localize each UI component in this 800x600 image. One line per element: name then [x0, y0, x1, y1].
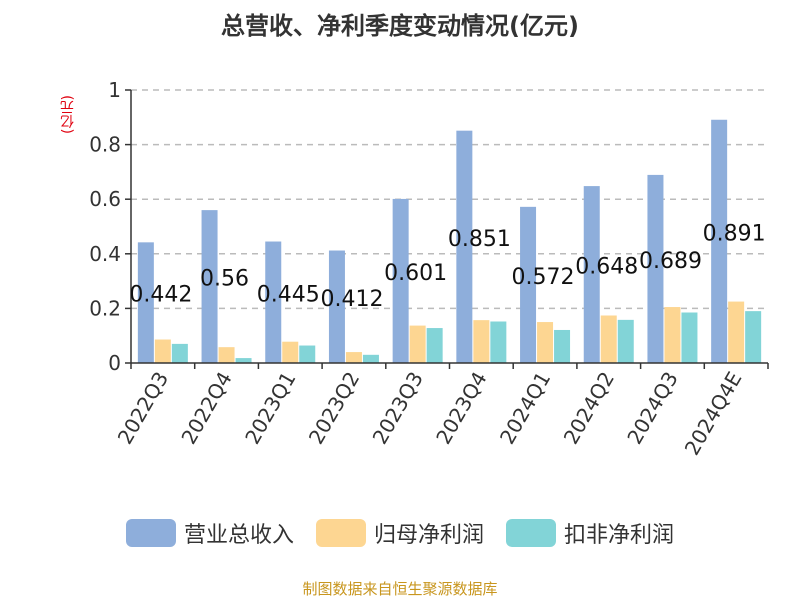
x-tick-label: 2023Q2: [304, 368, 364, 449]
bar-deducted-profit: [426, 328, 443, 363]
y-tick-label: 0: [108, 351, 121, 375]
bar-net-profit: [154, 339, 171, 363]
bar-deducted-profit: [617, 319, 634, 363]
bar-revenue: [456, 130, 473, 363]
bar-deducted-profit: [362, 354, 379, 363]
x-tick-label: 2024Q3: [622, 368, 682, 449]
legend: 营业总收入 归母净利润 扣非净利润: [0, 517, 800, 549]
bar-net-profit: [600, 315, 617, 363]
bar-revenue: [201, 210, 218, 363]
bar-net-profit: [345, 352, 362, 363]
data-label: 0.412: [320, 287, 383, 312]
bar-net-profit: [409, 325, 426, 363]
bar-revenue: [711, 119, 728, 363]
bars: [137, 119, 762, 363]
bar-deducted-profit: [490, 321, 507, 363]
source-note: 制图数据来自恒生聚源数据库: [302, 580, 498, 598]
bar-revenue: [137, 242, 154, 363]
x-tick-label: 2023Q1: [240, 368, 300, 449]
data-label: 0.445: [257, 282, 320, 307]
data-label: 0.442: [129, 283, 192, 308]
data-label: 0.56: [200, 267, 249, 292]
legend-label-revenue: 营业总收入: [183, 523, 294, 548]
legend-label-net-profit: 归母净利润: [373, 523, 484, 548]
bar-deducted-profit: [554, 329, 571, 363]
data-label: 0.601: [384, 261, 447, 286]
y-tick-label: 0.6: [89, 187, 121, 211]
y-tick-label: 0.2: [89, 296, 121, 320]
x-tick-label: 2023Q4: [431, 367, 491, 448]
data-label: 0.648: [575, 255, 638, 280]
legend-swatch-deducted-profit: [506, 519, 556, 547]
data-label: 0.572: [512, 265, 575, 290]
bar-deducted-profit: [681, 312, 698, 363]
y-tick-label: 0.4: [89, 242, 121, 266]
legend-label-deducted-profit: 扣非净利润: [564, 523, 675, 548]
y-tick-label: 1: [108, 78, 121, 102]
data-label: 0.689: [639, 249, 702, 274]
bar-net-profit: [218, 347, 235, 363]
bar-deducted-profit: [299, 345, 316, 363]
bar-deducted-profit: [171, 343, 188, 363]
bar-net-profit: [728, 301, 745, 363]
bar-revenue: [328, 250, 345, 363]
data-label: 0.891: [703, 221, 766, 246]
bar-net-profit: [537, 322, 554, 363]
x-tick-label: 2023Q3: [368, 368, 428, 449]
x-tick-label: 2024Q1: [495, 368, 555, 449]
x-tick-label: 2022Q3: [113, 368, 173, 449]
x-tick-label: 2022Q4: [176, 368, 236, 449]
legend-swatch-revenue: [125, 519, 176, 547]
chart-title: 总营收、净利季度变动情况(亿元): [221, 12, 579, 40]
bar-revenue: [265, 241, 282, 363]
x-tick-label: 2024Q4E: [680, 368, 747, 460]
data-label: 0.851: [448, 227, 511, 252]
legend-item-revenue[interactable]: 营业总收入: [125, 517, 294, 549]
legend-item-net-profit[interactable]: 归母净利润: [315, 517, 484, 549]
x-tick-label: 2024Q2: [559, 368, 619, 449]
bar-revenue: [583, 186, 600, 363]
bar-revenue: [392, 198, 409, 363]
bar-net-profit: [664, 307, 681, 363]
bar-revenue: [520, 206, 537, 363]
bar-net-profit: [473, 320, 490, 363]
y-tick-label: 0.8: [89, 133, 121, 157]
bar-revenue: [647, 174, 664, 363]
bar-deducted-profit: [745, 311, 762, 363]
legend-item-deducted-profit[interactable]: 扣非净利润: [506, 517, 674, 549]
legend-swatch-net-profit: [315, 519, 366, 547]
bar-net-profit: [282, 341, 299, 363]
bar-deducted-profit: [235, 358, 252, 363]
